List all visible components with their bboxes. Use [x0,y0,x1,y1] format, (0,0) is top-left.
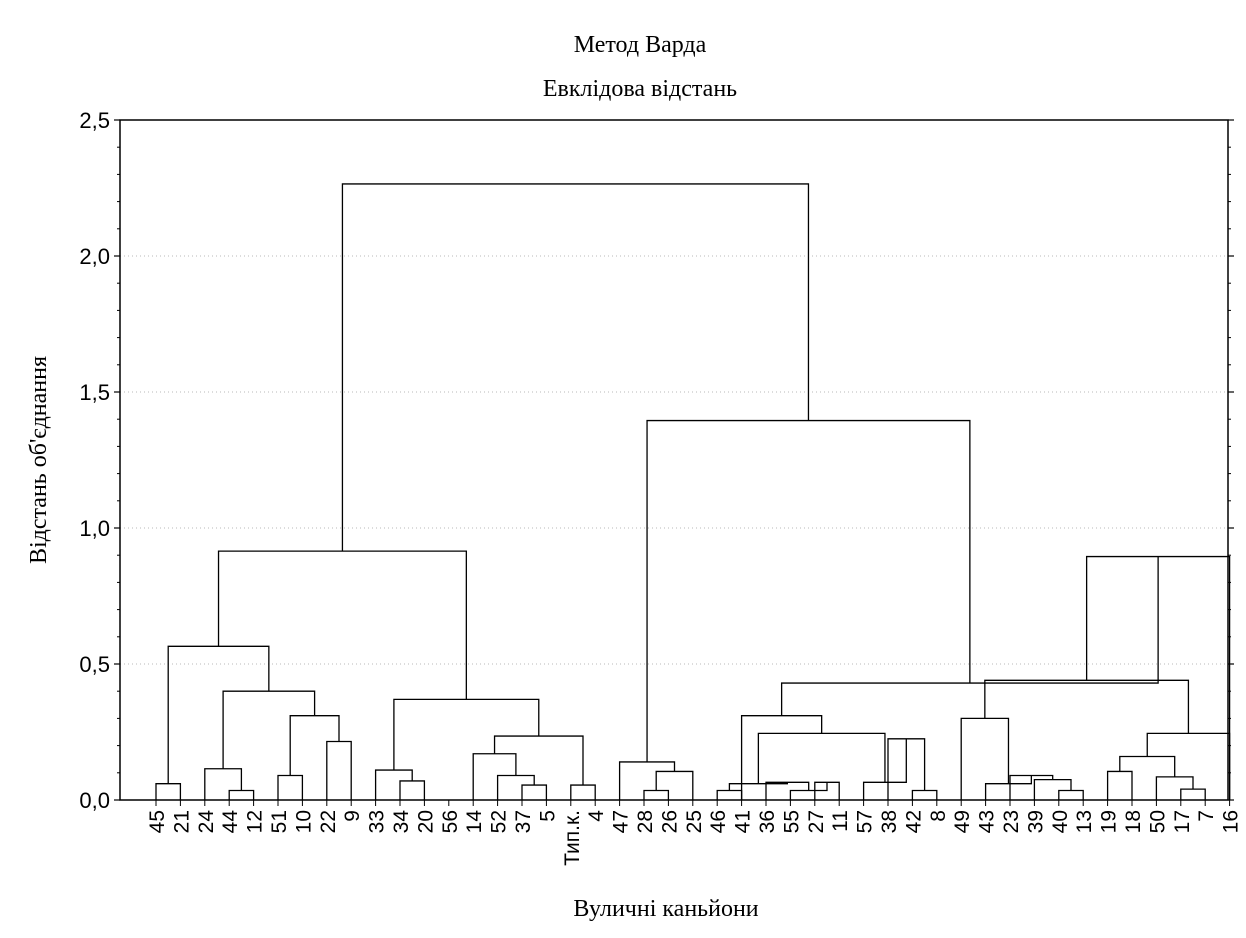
dendrogram-link [228,789,255,800]
leaf-label: 25 [683,810,706,833]
y-tick-label: 1,0 [79,516,110,541]
dendrogram-link [1058,789,1084,800]
leaf-label: 56 [439,810,462,833]
y-tick-label: 2,5 [79,108,110,133]
leaf-label: 22 [317,810,340,833]
dendrogram-link [643,789,670,800]
dendrogram-link [374,769,413,800]
dendrogram-link [655,770,694,800]
dendrogram-link [155,783,182,800]
grid-lines [120,255,1228,665]
leaf-label: Тип.к. [561,810,584,866]
leaf-label: 8 [927,810,950,822]
dendrogram-link [289,715,340,776]
leaf-label: 7 [1195,810,1218,822]
leaf-label: 41 [732,810,755,833]
dendrogram-link [911,789,938,800]
leaf-label: 39 [1024,810,1047,833]
leaf-label: 49 [951,810,974,833]
y-axis-title: Відстань об'єднання [26,356,52,564]
leaf-label: 44 [219,810,242,834]
leaf-label: 26 [658,810,681,833]
leaf-label: 36 [756,810,779,833]
leaf-label: 14 [463,810,486,834]
x-axis-leaves: 45 21 24 44 12 51 10 22 9 33 34 20 56 14 52 37 5 Тип.к. 4 4… [146,800,1243,866]
leaf-label: 42 [902,810,925,833]
leaf-label: 12 [244,810,267,833]
leaf-label: 27 [805,810,828,833]
y-tick-label: 2,0 [79,244,110,269]
dendrogram-link [1180,788,1206,800]
leaf-label: 16 [1220,810,1243,833]
leaf-label: 21 [170,810,193,833]
leaf-label: 57 [854,810,877,833]
dendrogram-link [167,645,270,784]
dendrogram-link [393,698,540,771]
leaf-label: 34 [390,810,413,834]
leaf-label: 5 [536,810,559,822]
dendrogram-link [1155,776,1194,800]
dendrogram-link [1106,770,1133,800]
leaf-label: 28 [634,810,657,833]
dendrogram-link [618,761,676,800]
leaf-label: 4 [585,810,608,822]
y-tick-label: 0,5 [79,652,110,677]
leaf-label: 50 [1146,810,1169,833]
dendrogram-link [222,690,316,769]
dendrogram-link [716,789,743,800]
leaf-label: 37 [512,810,535,833]
leaf-label: 20 [414,810,437,833]
leaf-label: 23 [1000,810,1023,833]
dendrogram-link [757,732,886,784]
y-axis: 0,0 0,5 1,0 1,5 2,0 2,5 [79,108,1234,813]
dendrogram-link [521,784,548,800]
dendrogram-link [493,735,584,786]
chart-subtitle: Евклідова відстань [543,76,737,102]
dendrogram-link [217,550,467,700]
dendrogram-link [399,780,426,800]
leaf-label: 51 [268,810,291,833]
x-axis-title: Вуличні каньйони [573,896,758,922]
dendrogram-link [472,753,517,800]
dendrogram-link [765,781,810,800]
leaf-label: 47 [610,810,633,833]
dendrogram-link [326,740,352,800]
leaf-label: 40 [1049,810,1072,833]
leaf-label: 38 [878,810,901,833]
y-tick-label: 0,0 [79,788,110,813]
leaf-label: 9 [341,810,364,822]
leaf-label: 11 [829,810,852,832]
dendrogram-links [155,183,1231,800]
dendrogram-link [984,679,1190,734]
dendrogram-link [1119,755,1176,777]
leaf-label: 45 [146,810,169,833]
dendrogram-link [1033,778,1072,800]
leaf-label: 10 [292,810,315,833]
leaf-label: 46 [707,810,730,833]
leaf-label: 18 [1122,810,1145,833]
leaf-label: 55 [780,810,803,833]
chart-title: Метод Варда [574,32,707,58]
leaf-label: 13 [1073,810,1096,833]
dendrogram-link [1146,732,1231,800]
leaf-label: 19 [1098,810,1121,833]
dendrogram-link [646,419,971,762]
plot-frame [119,119,1229,801]
leaf-label: 43 [976,810,999,833]
dendrogram-link [277,774,304,800]
dendrogram-link [740,715,823,800]
y-tick-label: 1,5 [79,380,110,405]
leaf-label: 52 [488,810,511,833]
dendrogram-link [341,183,810,552]
dendrogram-link [204,768,243,800]
dendrogram-link [570,784,596,800]
dendrogram-link [960,717,1010,800]
leaf-label: 17 [1171,810,1194,833]
leaf-label: 24 [195,810,218,834]
leaf-label: 33 [366,810,389,833]
dendrogram-link [496,774,535,800]
